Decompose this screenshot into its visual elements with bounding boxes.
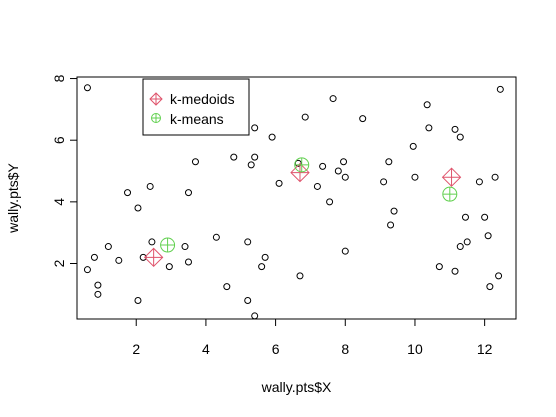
kmedoids-center [143,247,164,268]
data-point [423,101,431,109]
data-point [148,238,156,246]
kmeans-center [442,186,458,202]
data-point [268,133,276,141]
legend: k-medoids k-means [142,78,250,136]
data-point [451,125,459,133]
y-tick-label: 8 [51,74,67,82]
data-point [104,243,112,251]
kmeans-center [160,237,176,253]
legend-circle-plus-icon [151,113,161,123]
data-point [475,178,483,186]
legend-kmeans-marker [151,113,161,123]
data-point [181,243,189,251]
data-point [425,124,433,132]
data-point [258,263,266,271]
data-point [461,213,469,221]
data-point [184,258,192,266]
data-point [334,167,342,175]
data-point [83,84,91,92]
legend-diamond-plus-icon [149,92,163,106]
points-layer [83,84,504,320]
data-point [296,272,304,280]
data-point [484,232,492,240]
legend-box [142,78,250,136]
y-axis-title: wally.pts$Y [5,162,21,233]
data-point [223,283,231,291]
data-point [83,266,91,274]
x-tick-label: 8 [341,341,349,357]
plot-frame [76,76,517,320]
data-point [409,142,417,150]
x-tick-label: 6 [272,341,280,357]
kmedoids-center [441,167,462,187]
y-tick-label: 2 [51,259,67,267]
data-point [301,113,309,121]
data-point [491,173,499,181]
data-point [251,312,259,320]
data-point [456,133,464,141]
x-axis-title: wally.pts$X [261,379,332,395]
data-point [134,297,142,305]
data-point [390,207,398,215]
x-tick-label: 12 [477,341,493,357]
data-point [313,182,321,190]
y-axis: 2 4 6 8 [51,74,77,267]
data-point [244,297,252,305]
data-point [435,263,443,271]
data-point [463,238,471,246]
data-point [165,263,173,271]
data-point [495,272,503,280]
data-point [340,158,348,166]
data-point [251,124,259,132]
legend-kmeans-label: k-means [170,111,224,127]
data-point [90,253,98,261]
data-point [94,290,102,298]
data-point [261,253,269,261]
data-point [481,213,489,221]
legend-kmedoids-label: k-medoids [170,91,235,107]
data-point [247,161,255,169]
data-point [359,115,367,123]
data-point [341,247,349,255]
data-point [341,173,349,181]
kmedoids-center [290,162,310,183]
data-point [380,178,388,186]
data-point [319,162,327,170]
data-point [244,238,252,246]
legend-kmedoids-marker [149,92,163,106]
data-point [411,173,419,181]
data-point [184,189,192,197]
data-point [451,267,459,275]
kmeans-center [294,157,310,173]
data-point [385,158,393,166]
x-tick-label: 2 [132,341,140,357]
centers-layer [143,157,462,268]
x-axis: 2 4 6 8 10 12 [132,319,493,357]
data-point [230,153,238,161]
data-point [146,182,154,190]
data-point [387,221,395,229]
data-point [134,204,142,212]
data-point [486,283,494,291]
x-tick-label: 10 [407,341,423,357]
data-point [94,281,102,289]
data-point [124,189,132,197]
data-point [115,256,123,264]
data-point [496,85,504,93]
data-point [191,158,199,166]
data-point [251,153,259,161]
y-tick-label: 4 [51,198,67,206]
y-tick-label: 6 [51,136,67,144]
data-point [212,233,220,241]
data-point [329,95,337,103]
data-point [275,179,283,187]
data-point [456,243,464,251]
x-tick-label: 4 [202,341,210,357]
data-point [326,198,334,206]
